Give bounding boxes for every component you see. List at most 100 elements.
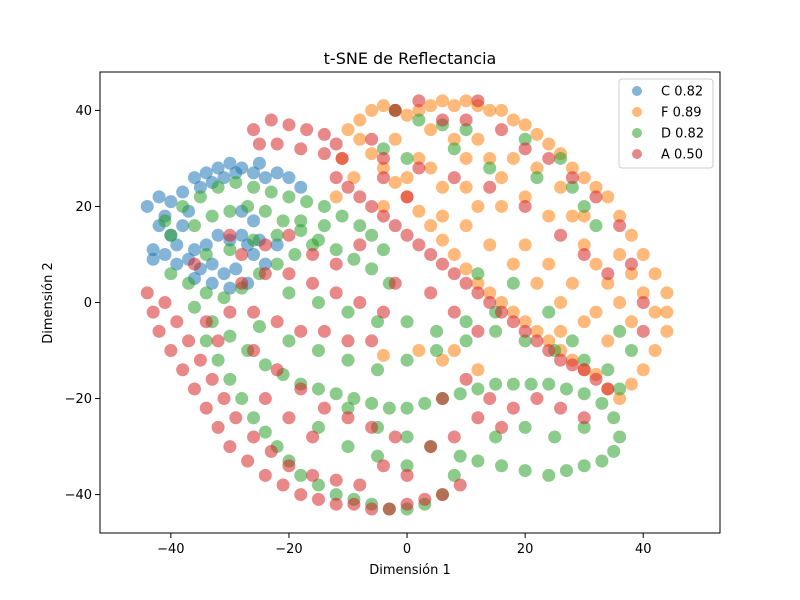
data-point <box>258 257 272 271</box>
data-point <box>412 204 426 218</box>
data-point <box>459 334 473 348</box>
data-point <box>589 305 603 319</box>
data-point <box>270 257 284 271</box>
data-point <box>282 171 296 185</box>
data-point <box>648 305 662 319</box>
data-point <box>294 223 308 237</box>
data-point <box>559 464 573 478</box>
x-tick-label: 40 <box>635 542 652 557</box>
data-point <box>589 190 603 204</box>
data-point <box>447 305 461 319</box>
data-point <box>223 281 237 295</box>
x-tick-label: −20 <box>275 542 302 557</box>
data-point <box>205 209 219 223</box>
data-point <box>258 358 272 372</box>
data-point <box>199 315 213 329</box>
data-point <box>217 392 231 406</box>
data-point <box>158 214 172 228</box>
data-point <box>554 151 568 165</box>
data-point <box>258 425 272 439</box>
data-point <box>577 315 591 329</box>
data-point <box>247 123 261 137</box>
data-point <box>264 185 278 199</box>
y-axis-label: Dimensión 2 <box>41 262 56 344</box>
data-point <box>524 377 538 391</box>
y-tick-label: −40 <box>65 488 92 503</box>
data-point <box>400 401 414 415</box>
data-point <box>388 430 402 444</box>
data-point <box>595 396 609 410</box>
data-point <box>365 396 379 410</box>
data-point <box>447 430 461 444</box>
data-point <box>624 344 638 358</box>
data-point <box>311 382 325 396</box>
data-point <box>199 166 213 180</box>
data-point <box>205 372 219 386</box>
data-point <box>483 103 497 117</box>
data-point <box>270 228 284 242</box>
data-point <box>530 276 544 290</box>
data-point <box>518 190 532 204</box>
data-point <box>624 267 638 281</box>
data-point <box>235 276 249 290</box>
data-point <box>164 195 178 209</box>
data-point <box>229 166 243 180</box>
data-point <box>601 382 615 396</box>
data-point <box>435 94 449 108</box>
data-point <box>506 151 520 165</box>
data-point <box>471 276 485 290</box>
data-point <box>435 233 449 247</box>
data-point <box>636 363 650 377</box>
data-point <box>424 161 438 175</box>
data-point <box>235 392 249 406</box>
data-point <box>376 243 390 257</box>
data-point <box>565 209 579 223</box>
data-point <box>530 127 544 141</box>
data-point <box>518 464 532 478</box>
data-point <box>559 382 573 396</box>
data-point <box>247 233 261 247</box>
data-point <box>205 276 219 290</box>
data-point <box>371 315 385 329</box>
data-point <box>447 132 461 146</box>
data-point <box>471 132 485 146</box>
data-point <box>435 113 449 127</box>
data-point <box>542 344 556 358</box>
data-point <box>554 324 568 338</box>
data-point <box>506 401 520 415</box>
data-point <box>577 363 591 377</box>
data-point <box>211 353 225 367</box>
data-point <box>424 219 438 233</box>
data-point <box>447 247 461 261</box>
data-point <box>294 382 308 396</box>
legend-marker <box>632 149 642 159</box>
data-point <box>577 353 591 367</box>
data-point <box>412 344 426 358</box>
data-point <box>258 392 272 406</box>
data-point <box>577 171 591 185</box>
data-point <box>341 123 355 137</box>
data-point <box>624 315 638 329</box>
data-point <box>294 142 308 156</box>
data-point <box>489 430 503 444</box>
data-point <box>613 209 627 223</box>
data-point <box>424 440 438 454</box>
data-point <box>341 180 355 194</box>
data-point <box>453 449 467 463</box>
data-point <box>317 199 331 213</box>
data-point <box>542 137 556 151</box>
data-point <box>471 411 485 425</box>
data-point <box>294 324 308 338</box>
data-point <box>270 363 284 377</box>
data-point <box>565 180 579 194</box>
data-point <box>223 440 237 454</box>
data-point <box>247 430 261 444</box>
data-point <box>306 247 320 261</box>
data-point <box>577 411 591 425</box>
data-point <box>176 363 190 377</box>
data-point <box>294 180 308 194</box>
data-point <box>376 161 390 175</box>
data-point <box>258 204 272 218</box>
data-point <box>435 392 449 406</box>
data-point <box>217 291 231 305</box>
